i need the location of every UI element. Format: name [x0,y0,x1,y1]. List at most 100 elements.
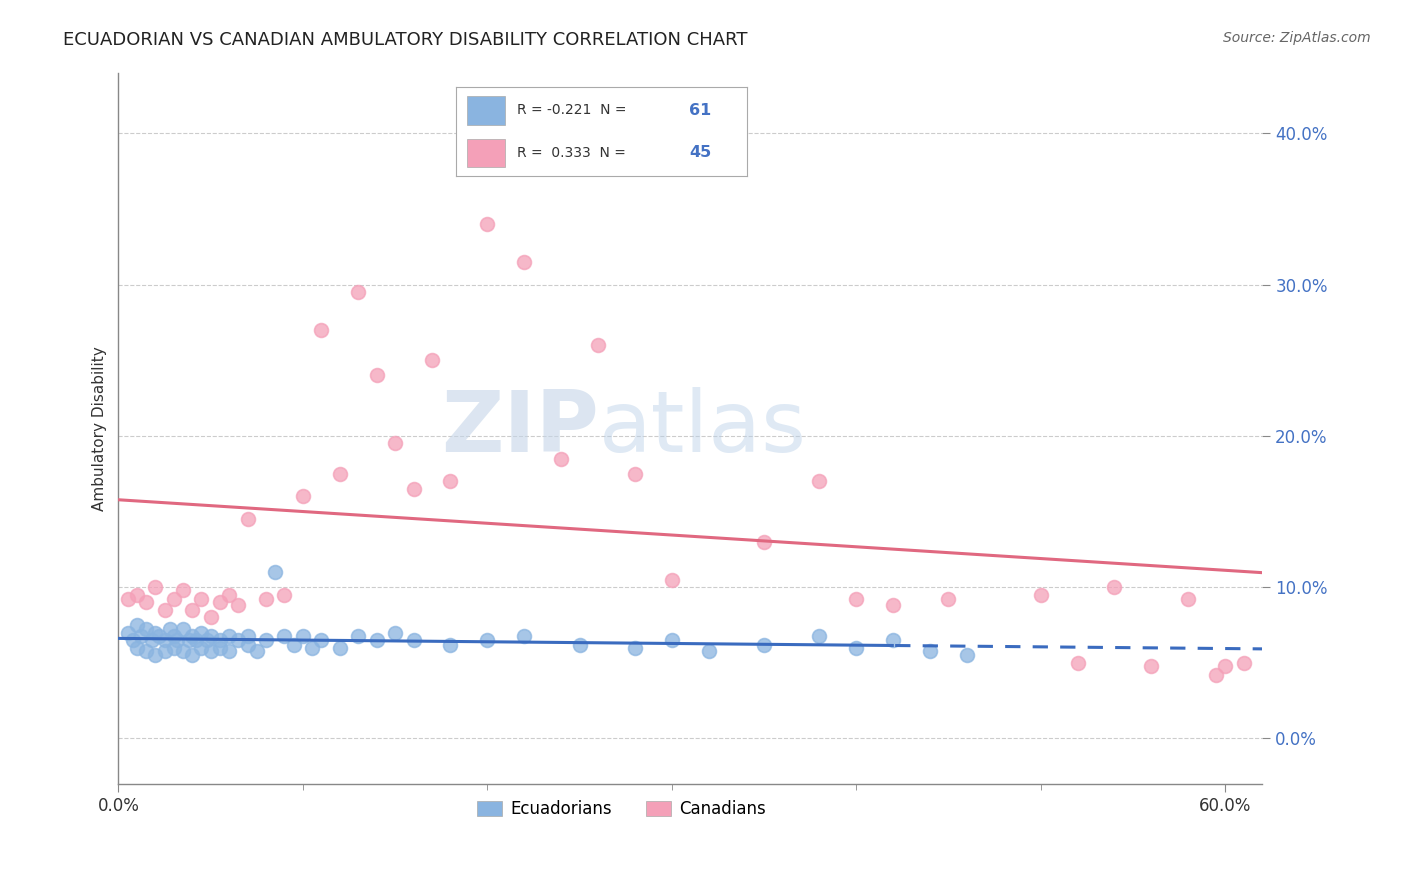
Point [122,633,145,648]
Point [477,633,499,648]
Point [153,603,176,617]
Point [918,643,941,657]
Point [1029,588,1052,602]
Point [882,599,904,613]
Point [291,628,314,642]
Point [1205,668,1227,682]
Point [153,633,176,648]
Text: ZIP: ZIP [441,387,599,470]
Point [661,633,683,648]
Point [200,610,222,624]
Point [228,633,250,648]
Legend: Ecuadorians, Canadians: Ecuadorians, Canadians [471,794,772,825]
Point [264,565,287,579]
Point [513,628,536,642]
Point [135,623,157,637]
Point [143,580,166,594]
Point [143,625,166,640]
Point [1066,656,1088,670]
Point [172,623,194,637]
Point [181,603,204,617]
Point [938,592,960,607]
Point [513,255,536,269]
Point [163,592,186,607]
Point [236,512,259,526]
Point [254,633,277,648]
Point [301,640,323,655]
Point [195,633,218,648]
Point [1177,592,1199,607]
Point [181,648,204,663]
Point [184,633,207,648]
Point [347,628,370,642]
Point [752,534,775,549]
Point [181,628,204,642]
Y-axis label: Ambulatory Disability: Ambulatory Disability [93,346,107,511]
Point [218,628,240,642]
Text: Source: ZipAtlas.com: Source: ZipAtlas.com [1223,31,1371,45]
Text: ECUADORIAN VS CANADIAN AMBULATORY DISABILITY CORRELATION CHART: ECUADORIAN VS CANADIAN AMBULATORY DISABI… [63,31,748,49]
Point [1213,658,1236,673]
Point [1232,656,1254,670]
Point [135,643,157,657]
Point [402,482,425,496]
Point [125,588,148,602]
Point [384,436,406,450]
Point [153,643,176,657]
Point [586,338,609,352]
Point [329,467,352,481]
Point [808,475,831,489]
Point [117,625,139,640]
Point [402,633,425,648]
Point [439,638,461,652]
Point [190,640,212,655]
Point [200,643,222,657]
Point [148,628,170,642]
Point [125,618,148,632]
Point [624,640,647,655]
Point [845,592,868,607]
Point [143,648,166,663]
Point [477,217,499,231]
Point [172,583,194,598]
Point [366,368,388,383]
Point [172,643,194,657]
Point [624,467,647,481]
Point [273,628,295,642]
Point [129,628,152,642]
Point [236,628,259,642]
Point [845,640,868,655]
Point [661,573,683,587]
Point [329,640,352,655]
Point [208,595,231,609]
Point [956,648,979,663]
Point [420,353,443,368]
Point [166,633,188,648]
Point [439,475,461,489]
Point [291,490,314,504]
Point [311,323,333,337]
Point [366,633,388,648]
Point [697,142,720,156]
Text: atlas: atlas [599,387,807,470]
Point [697,643,720,657]
Point [218,588,240,602]
Point [190,592,212,607]
Point [141,633,163,648]
Point [283,638,305,652]
Point [752,638,775,652]
Point [550,451,572,466]
Point [808,628,831,642]
Point [117,592,139,607]
Point [384,625,406,640]
Point [208,633,231,648]
Point [1140,658,1163,673]
Point [125,640,148,655]
Point [568,638,591,652]
Point [208,640,231,655]
Point [190,625,212,640]
Point [200,628,222,642]
Point [311,633,333,648]
Point [882,633,904,648]
Point [246,643,269,657]
